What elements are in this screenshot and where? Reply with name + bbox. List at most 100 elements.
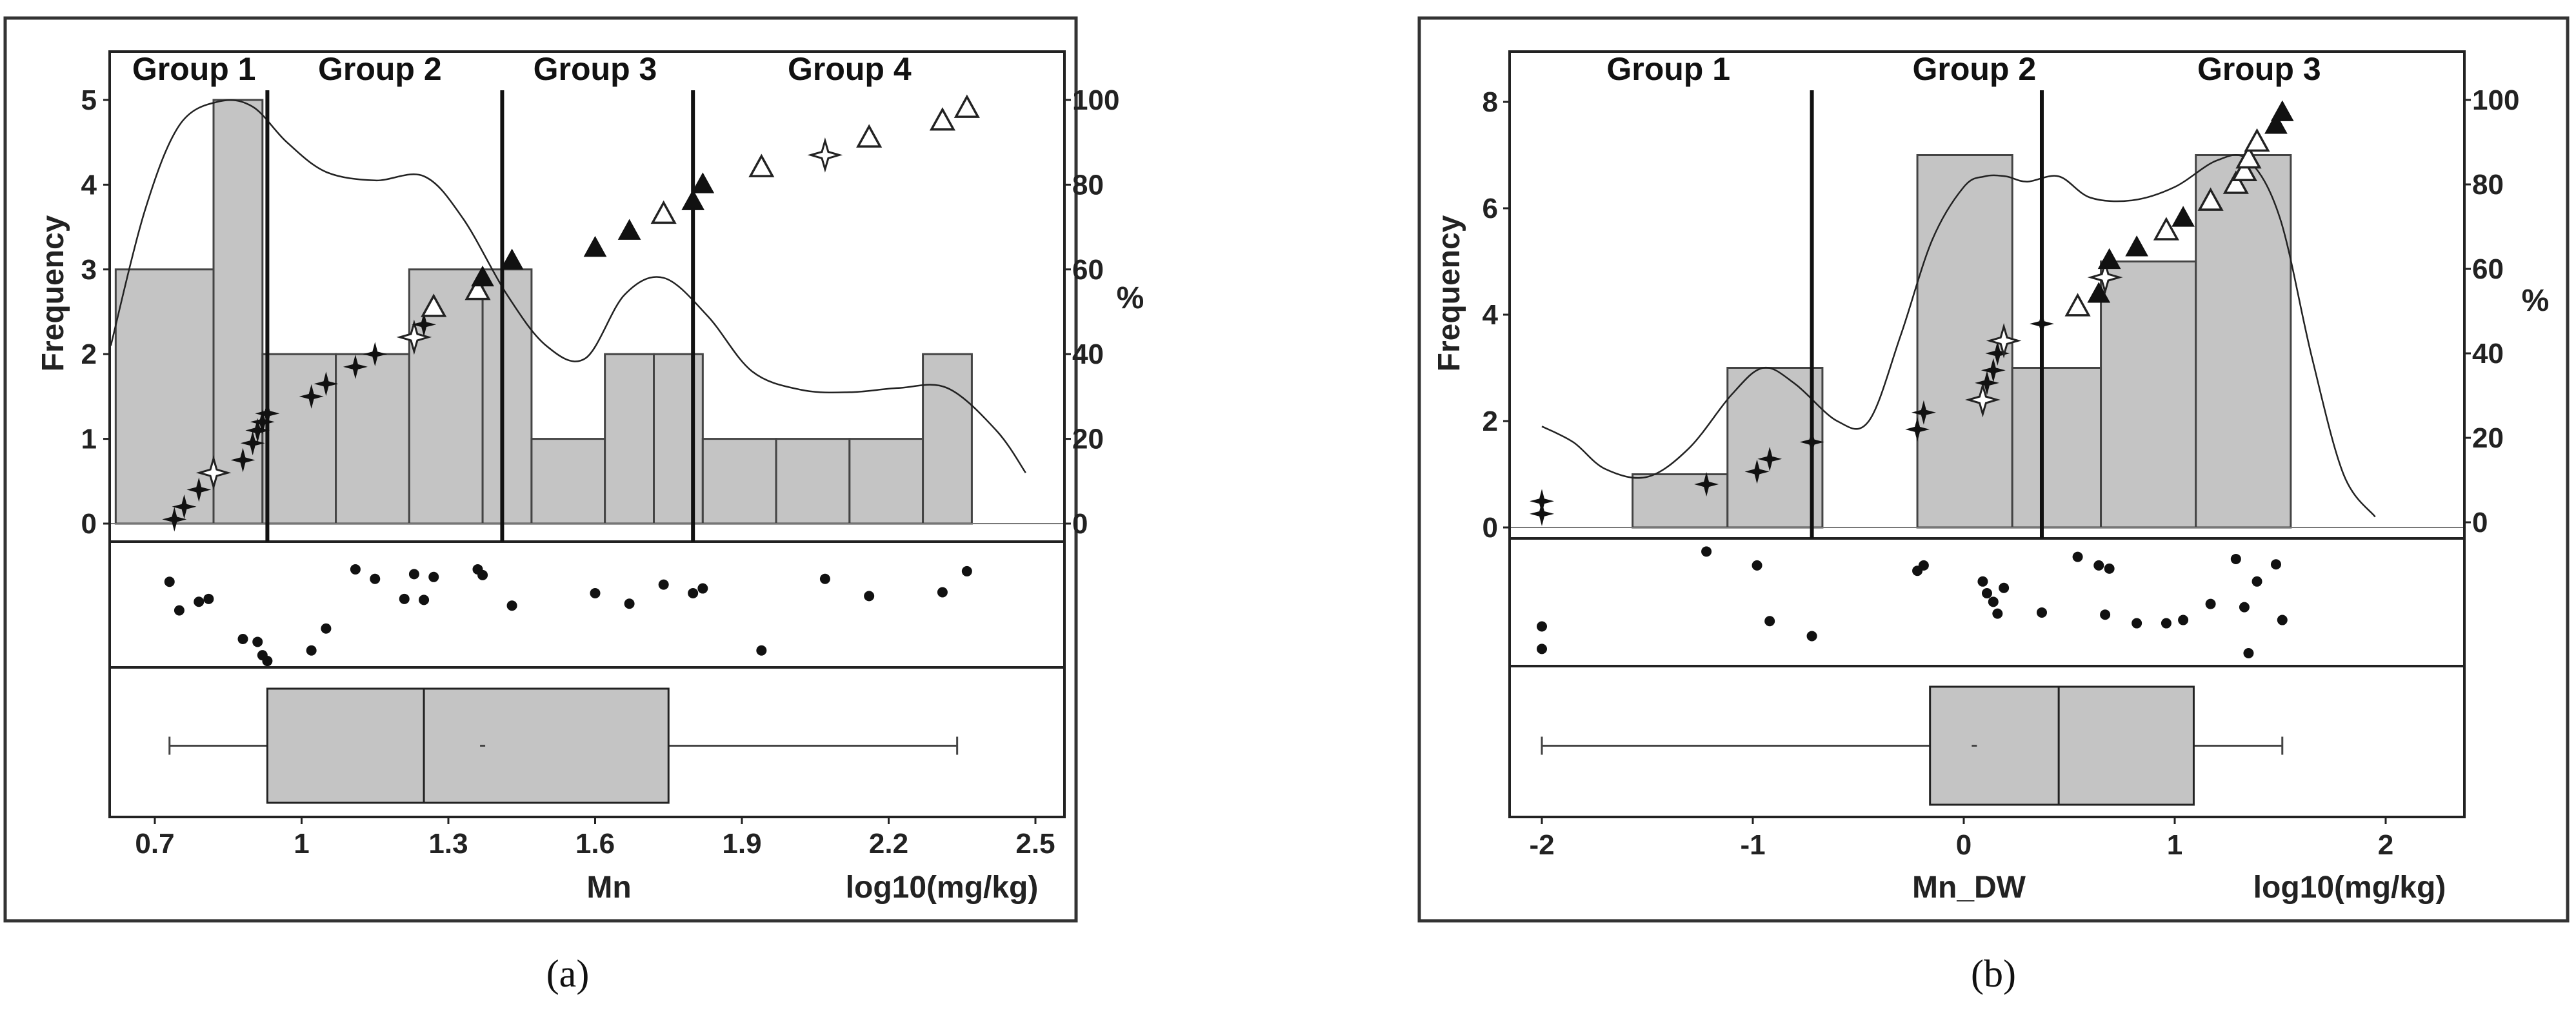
- histogram-bar: [530, 438, 606, 525]
- strip-point: [1977, 576, 1988, 587]
- y-right-tick-label: 20: [2472, 422, 2504, 454]
- y-right-tick-label: 0: [2472, 507, 2488, 538]
- cumulative-point-filled-triangle: [691, 172, 715, 193]
- cumulative-point-open-triangle: [464, 277, 491, 300]
- strip-point: [937, 587, 948, 598]
- histogram-bar: [481, 268, 533, 525]
- strip-point: [2205, 598, 2216, 609]
- y-left-tick-label: 3: [81, 254, 97, 286]
- panel-a-boxplot: [168, 687, 959, 804]
- strip-point: [2104, 563, 2115, 574]
- histogram-bar: [775, 438, 851, 525]
- cumulative-point-star: [162, 507, 187, 532]
- group-label: Group 3: [534, 51, 657, 87]
- y-left-tick-label: 0: [81, 508, 97, 540]
- cumulative-point-filled-triangle: [617, 219, 641, 240]
- strip-point: [688, 587, 699, 598]
- histogram-bar: [604, 353, 655, 525]
- panel-a-group-dividers: [265, 90, 695, 542]
- panel-a-kde-layer: [110, 99, 1026, 473]
- panel-b-x-title: Mn_DW: [1912, 870, 2026, 905]
- cumulative-point-open-triangle: [2064, 293, 2091, 317]
- cumulative-point-open-triangle: [954, 94, 980, 118]
- strip-point: [262, 656, 273, 667]
- histogram-bar: [408, 268, 484, 525]
- group-label: Group 3: [2197, 51, 2321, 87]
- strip-point: [697, 583, 708, 594]
- strip-point: [370, 573, 381, 584]
- panel-a-y-left-title: Frequency: [36, 215, 70, 371]
- strip-point: [2230, 553, 2241, 564]
- strip-point: [428, 571, 439, 582]
- panel-b-kde-layer: [1541, 154, 2376, 518]
- y-left-tick-label: 6: [1483, 193, 1498, 224]
- cumulative-point-filled-triangle: [2264, 113, 2288, 134]
- cumulative-point-open-triangle: [856, 124, 883, 148]
- y-right-tick-label: 60: [2472, 253, 2504, 285]
- strip-point: [590, 587, 601, 598]
- histogram-bar: [2100, 261, 2197, 529]
- strip-point: [1999, 582, 2010, 593]
- cumulative-point-star: [1911, 400, 1936, 425]
- cumulative-point-star: [1975, 370, 1999, 395]
- y-right-tick-label: 40: [2472, 338, 2504, 369]
- strip-point: [864, 591, 875, 602]
- histogram-bar: [212, 99, 264, 525]
- group-label: Group 2: [1913, 51, 2037, 87]
- panel-a-y-left-ticks: 0 1 2 3 4 5: [81, 84, 110, 540]
- cumulative-point-filled-triangle: [2125, 235, 2148, 257]
- strip-point: [2239, 602, 2250, 613]
- histogram-bar: [2011, 367, 2102, 529]
- cumulative-point-filled-triangle: [471, 265, 494, 287]
- y-right-tick-label: 40: [1072, 339, 1104, 370]
- histogram-bar: [1632, 473, 1729, 529]
- group-label: Group 1: [1606, 51, 1730, 87]
- panel-b-cumulative-points: [1530, 100, 2294, 526]
- kde-curve: [1541, 154, 2376, 518]
- cumulative-point-filled-triangle: [500, 248, 524, 270]
- y-right-tick-label: 80: [1072, 169, 1104, 201]
- panel-b-strip-points: [1537, 546, 2288, 659]
- strip-point: [2252, 576, 2262, 587]
- strip-point: [624, 598, 635, 609]
- cumulative-point-open-triangle: [421, 293, 447, 317]
- cumulative-point-open-star: [1986, 323, 2022, 359]
- cumulative-point-star: [1694, 472, 1719, 497]
- panel-b-y-right-title: %: [2522, 284, 2550, 318]
- cumulative-point-open-triangle: [2231, 157, 2257, 182]
- panel-a-group-labels: Group 1 Group 2 Group 3 Group 4: [132, 51, 912, 87]
- panel-b-y-left-title: Frequency: [1432, 215, 1466, 371]
- cumulative-point-star: [172, 494, 197, 519]
- cumulative-point-star: [1530, 489, 1554, 514]
- x-tick-label: 1.9: [722, 828, 761, 860]
- cumulative-point-filled-triangle: [2172, 206, 2195, 227]
- y-right-tick-label: 60: [1072, 254, 1104, 286]
- histogram-bar: [1726, 367, 1824, 529]
- group-label: Group 2: [318, 51, 442, 87]
- y-right-tick-label: 0: [1072, 508, 1088, 540]
- boxplot-box: [266, 687, 670, 804]
- histogram-bar: [653, 353, 704, 525]
- panel-a-boxplot-pane: [108, 666, 1066, 818]
- strip-point: [194, 596, 205, 607]
- y-right-tick-label: 80: [2472, 169, 2504, 201]
- cumulative-point-filled-triangle: [2097, 248, 2121, 270]
- strip-point: [419, 595, 430, 605]
- boxplot-box: [1929, 685, 2195, 806]
- strip-point: [252, 636, 263, 647]
- strip-point: [174, 605, 185, 616]
- strip-point: [1701, 546, 1712, 557]
- histogram-bar: [2195, 154, 2292, 529]
- cumulative-point-filled-triangle: [583, 235, 607, 257]
- y-right-tick-label: 100: [2472, 84, 2519, 116]
- panel-b-y-right-ticks: 0 20 40 60 80 100: [2464, 84, 2519, 538]
- histogram-bar: [335, 353, 410, 525]
- cumulative-point-filled-triangle: [681, 189, 705, 210]
- cumulative-point-open-triangle: [2197, 187, 2224, 211]
- strip-point: [1752, 560, 1762, 571]
- y-left-tick-label: 1: [81, 424, 97, 455]
- cumulative-point-star: [314, 371, 339, 397]
- strip-point: [2161, 618, 2172, 629]
- strip-point: [2132, 618, 2142, 629]
